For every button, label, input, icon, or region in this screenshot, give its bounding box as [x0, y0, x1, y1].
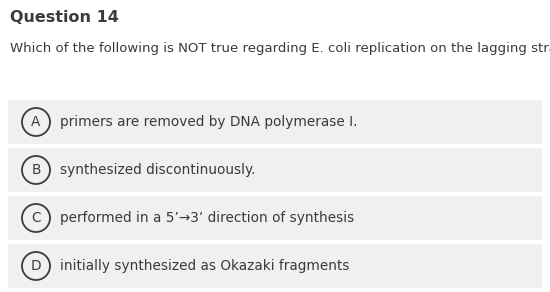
Text: performed in a 5’→3’ direction of synthesis: performed in a 5’→3’ direction of synthe…	[60, 211, 354, 225]
Text: primers are removed by DNA polymerase I.: primers are removed by DNA polymerase I.	[60, 115, 358, 129]
Text: A: A	[31, 115, 41, 129]
Text: initially synthesized as Okazaki fragments: initially synthesized as Okazaki fragmen…	[60, 259, 349, 273]
Text: synthesized discontinuously.: synthesized discontinuously.	[60, 163, 256, 177]
FancyBboxPatch shape	[8, 148, 542, 192]
Text: Question 14: Question 14	[10, 10, 119, 25]
FancyBboxPatch shape	[8, 196, 542, 240]
FancyBboxPatch shape	[8, 244, 542, 288]
Text: D: D	[31, 259, 41, 273]
Text: C: C	[31, 211, 41, 225]
Text: Which of the following is NOT true regarding E. coli replication on the lagging : Which of the following is NOT true regar…	[10, 42, 550, 55]
Text: B: B	[31, 163, 41, 177]
FancyBboxPatch shape	[8, 100, 542, 144]
